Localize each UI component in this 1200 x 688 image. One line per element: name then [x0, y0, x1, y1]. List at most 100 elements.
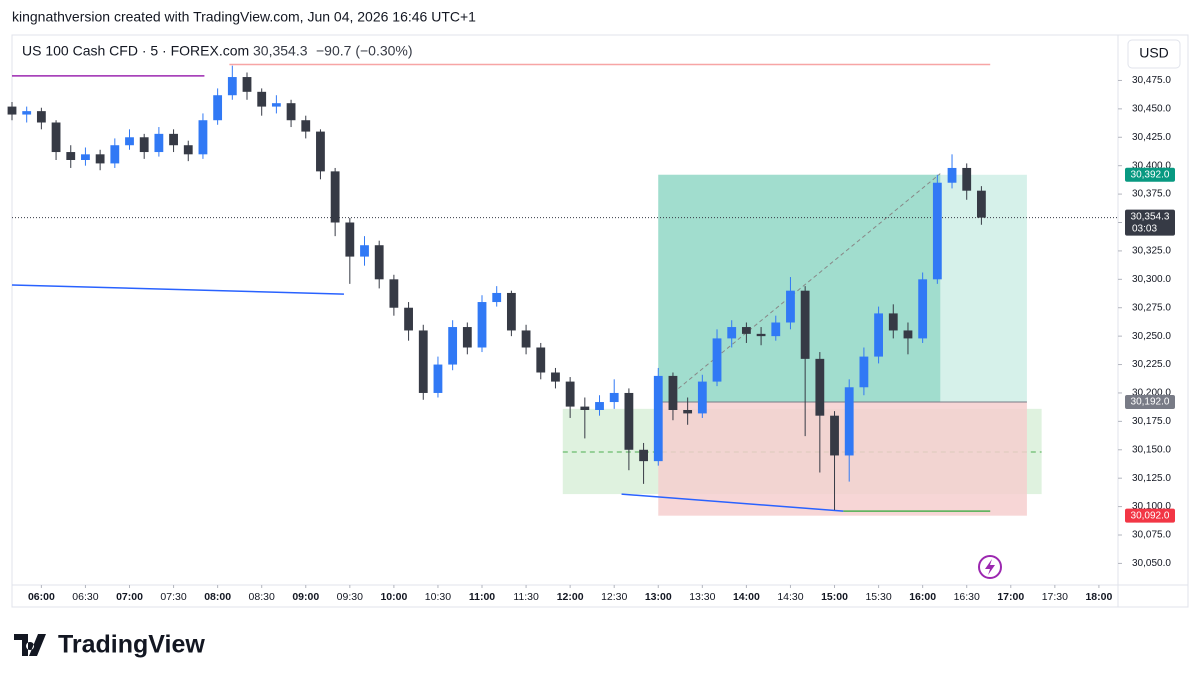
- y-tick-label: 30,225.0: [1132, 359, 1171, 370]
- candle-body: [932, 182, 942, 280]
- candle-body: [448, 327, 458, 365]
- candle-body: [683, 410, 693, 414]
- candle-body: [668, 375, 678, 410]
- candle-body: [360, 245, 369, 257]
- logo-text: TradingView: [58, 631, 205, 659]
- x-tick-label: 08:00: [204, 591, 231, 603]
- x-tick-label: 10:30: [425, 591, 451, 603]
- x-tick-label: 17:30: [1042, 591, 1068, 603]
- candle-body: [771, 322, 781, 337]
- candle-body: [830, 415, 839, 456]
- candle-body: [859, 356, 869, 388]
- candle-body: [301, 120, 311, 132]
- candle-body: [551, 372, 560, 382]
- y-tick-label: 30,150.0: [1132, 444, 1171, 455]
- x-tick-label: 09:00: [292, 591, 319, 603]
- last-price-label: 30,354.3: [1131, 211, 1170, 222]
- candle-body: [786, 290, 795, 323]
- y-tick-label: 30,100.0: [1132, 501, 1171, 512]
- candle-body: [521, 330, 531, 348]
- chart-frame: [11, 34, 1189, 608]
- x-tick-label: 06:00: [28, 591, 55, 603]
- x-tick-label: 14:00: [733, 591, 760, 603]
- candle-body: [595, 402, 604, 410]
- symbol: US 100 Cash CFD · 5 · FOREX.com: [22, 43, 249, 59]
- price-label: 30,392.0: [1131, 169, 1170, 180]
- candle-body: [154, 133, 164, 153]
- x-tick-label: 11:30: [513, 591, 539, 603]
- x-tick-label: 17:00: [997, 591, 1024, 603]
- currency[interactable]: USD: [1139, 45, 1169, 61]
- candle-body: [580, 406, 590, 410]
- stop-zone: [658, 402, 1027, 516]
- candle-body: [756, 333, 766, 337]
- candle-body: [404, 307, 413, 331]
- price-label-box: [1125, 395, 1175, 410]
- y-tick-label: 30,050.0: [1132, 558, 1171, 569]
- price-label: 30,192.0: [1131, 397, 1170, 408]
- x-tick-label: 16:30: [954, 591, 980, 603]
- attribution: kingnathversion created with TradingView…: [12, 9, 476, 25]
- y-tick-label: 30,475.0: [1132, 75, 1171, 86]
- candle-body: [462, 327, 472, 348]
- y-tick-label: 30,325.0: [1132, 246, 1171, 257]
- y-tick-label: 30,375.0: [1132, 189, 1171, 200]
- candle-body: [800, 290, 810, 359]
- logo: TradingView: [14, 631, 205, 659]
- candle-body: [624, 392, 634, 450]
- candle-body: [374, 245, 384, 280]
- candle-body: [213, 95, 223, 121]
- candle-body: [169, 133, 178, 146]
- candle-body: [918, 279, 928, 339]
- x-tick-label: 08:30: [249, 591, 275, 603]
- x-tick-label: 07:00: [116, 591, 143, 603]
- countdown: 03:03: [1132, 223, 1157, 234]
- x-tick-label: 07:30: [160, 591, 186, 603]
- logo-mark: [14, 634, 46, 656]
- y-tick-label: 30,300.0: [1132, 274, 1171, 285]
- last-price: 30,354.3: [253, 43, 308, 59]
- candle-body: [639, 449, 648, 462]
- candle-body: [7, 106, 17, 115]
- x-tick-label: 12:30: [601, 591, 627, 603]
- y-tick-label: 30,200.0: [1132, 388, 1171, 399]
- candle-body: [888, 313, 898, 331]
- candle-body: [125, 137, 134, 146]
- x-tick-label: 15:00: [821, 591, 848, 603]
- candle-body: [198, 120, 208, 155]
- lightning-icon[interactable]: [978, 555, 1002, 579]
- candle-body: [653, 375, 663, 462]
- target-progress: [658, 174, 941, 403]
- y-tick-label: 30,175.0: [1132, 416, 1171, 427]
- candle-body: [183, 145, 193, 155]
- x-tick-label: 16:00: [909, 591, 936, 603]
- candle-body: [874, 313, 883, 357]
- y-tick-label: 30,400.0: [1132, 160, 1171, 171]
- plot: [7, 63, 1118, 516]
- price-label: 30,092.0: [1131, 510, 1170, 521]
- price-change: −90.7 (−0.30%): [316, 43, 413, 59]
- x-tick-label: 06:30: [72, 591, 98, 603]
- drawing-line: [621, 493, 844, 512]
- icon-bolt[interactable]: [985, 559, 995, 575]
- candle-body: [565, 381, 575, 407]
- candle-body: [22, 111, 32, 115]
- last-price-box: [1125, 209, 1175, 236]
- candle-body: [609, 392, 619, 403]
- x-tick-label: 13:30: [689, 591, 715, 603]
- y-tick-label: 30,275.0: [1132, 302, 1171, 313]
- currency-button[interactable]: [1127, 39, 1181, 69]
- candle-body: [139, 137, 149, 153]
- x-tick-label: 12:00: [557, 591, 584, 603]
- candle-body: [345, 222, 355, 257]
- candle-body: [257, 91, 267, 107]
- candle-body: [389, 279, 399, 308]
- candle-body: [697, 381, 707, 414]
- candle-body: [271, 103, 281, 107]
- x-tick-label: 10:00: [380, 591, 407, 603]
- candle-body: [962, 167, 972, 191]
- candle-body: [727, 327, 737, 339]
- candle-body: [741, 327, 751, 334]
- candle-body: [506, 292, 516, 331]
